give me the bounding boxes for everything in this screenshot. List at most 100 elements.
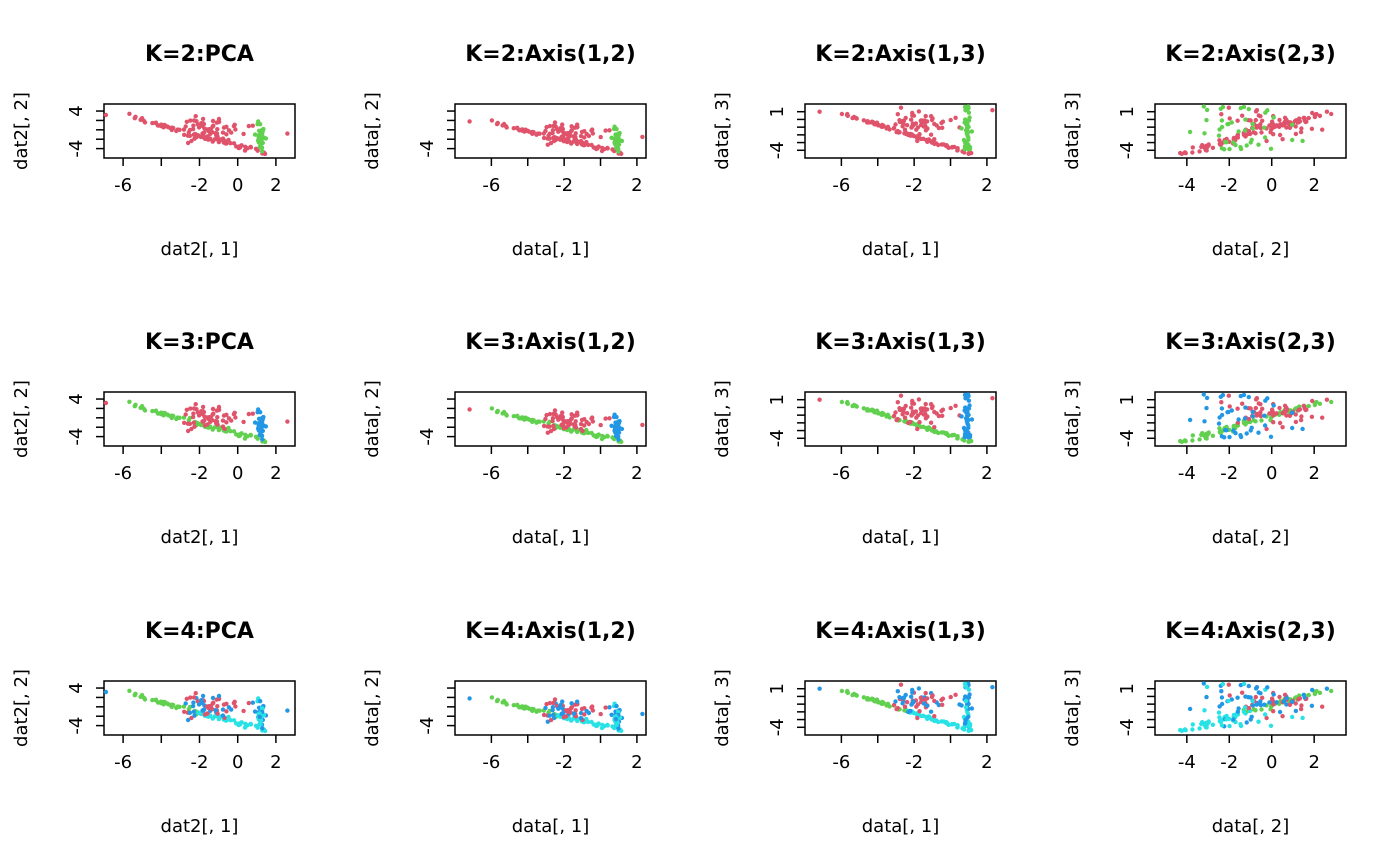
y-axis-label: data[, 3]: [1062, 92, 1083, 169]
data-point: [543, 416, 548, 422]
scatter-panel: K=3:Axis(1,2) -6 -2 2 -4 data[, 1] data[, 2]: [362, 330, 647, 548]
data-point: [940, 407, 946, 412]
data-point: [1218, 142, 1223, 147]
scatter-panel: K=4:Axis(2,3) -4 -2 0 2 -4 1 data[, 2] data[, 3]: [1062, 619, 1347, 837]
data-point: [1253, 405, 1259, 411]
data-point: [548, 140, 554, 146]
data-point: [817, 686, 822, 691]
data-point: [915, 413, 921, 418]
data-point: [257, 714, 262, 719]
data-point: [845, 688, 850, 694]
data-point: [257, 711, 262, 716]
data-point: [967, 439, 973, 444]
data-point: [925, 126, 930, 131]
data-point: [1271, 115, 1276, 120]
data-point: [930, 693, 935, 698]
data-point: [876, 411, 882, 416]
data-point: [1293, 131, 1299, 137]
data-point: [1256, 113, 1262, 118]
data-point: [550, 128, 556, 133]
data-point: [1284, 125, 1289, 130]
data-point: [210, 418, 215, 423]
data-point: [257, 137, 262, 142]
data-point: [861, 406, 866, 411]
data-point: [1269, 407, 1275, 412]
data-point: [187, 710, 193, 715]
data-point: [1253, 694, 1259, 700]
scatter-panel: K=3:PCA -6 -2 0 2 -4 4 dat2[, 1] dat2[, 2]: [11, 330, 296, 548]
data-point: [817, 397, 822, 402]
data-point: [216, 116, 222, 122]
x-tick-label: 0: [1266, 175, 1277, 196]
x-axis-label: data[, 1]: [512, 239, 589, 260]
data-point: [1320, 415, 1325, 420]
data-point: [598, 711, 603, 717]
data-point: [873, 699, 878, 704]
y-tick-label: -4: [1117, 141, 1138, 159]
data-point: [1240, 113, 1245, 118]
x-axis-label: data[, 2]: [1212, 239, 1289, 260]
x-axis-label: data[, 1]: [862, 816, 939, 837]
data-point: [966, 110, 972, 115]
x-tick-label: -2: [555, 463, 573, 484]
data-point: [1268, 146, 1274, 151]
data-point: [511, 414, 516, 419]
data-point: [902, 127, 908, 132]
data-point: [934, 718, 939, 723]
data-point: [1254, 685, 1260, 690]
data-point: [1190, 145, 1196, 150]
data-point: [930, 116, 935, 121]
data-point: [504, 125, 509, 130]
data-point: [586, 421, 592, 427]
data-point: [191, 132, 196, 137]
data-point: [1242, 128, 1248, 133]
data-point: [560, 410, 565, 415]
data-point: [1217, 715, 1222, 720]
data-point: [865, 119, 870, 124]
data-point: [252, 420, 258, 425]
data-point: [182, 132, 187, 137]
data-point: [1309, 703, 1315, 708]
data-point: [1260, 695, 1265, 700]
data-point: [191, 123, 196, 128]
data-point: [894, 129, 899, 135]
data-point: [226, 714, 231, 720]
data-point: [132, 692, 138, 697]
data-point: [963, 428, 969, 433]
data-point: [544, 701, 549, 707]
data-point: [967, 151, 973, 156]
data-point: [127, 688, 132, 693]
data-point: [193, 691, 198, 696]
data-point: [547, 700, 553, 706]
y-tick-label: 1: [767, 683, 788, 694]
x-tick-label: -2: [905, 752, 923, 773]
data-point: [1277, 420, 1283, 426]
data-point: [1293, 701, 1298, 706]
data-point: [1236, 129, 1241, 134]
data-point: [229, 707, 234, 712]
data-point: [561, 425, 567, 431]
data-point: [990, 685, 995, 690]
data-point: [1231, 140, 1236, 145]
data-point: [551, 123, 556, 129]
data-point: [1284, 406, 1290, 412]
data-point: [1298, 706, 1304, 712]
data-point: [185, 717, 191, 723]
data-point: [232, 122, 237, 128]
x-tick-label: 2: [1308, 463, 1319, 484]
x-axis-label: data[, 2]: [1212, 527, 1289, 548]
data-point: [1227, 434, 1232, 440]
data-point: [911, 410, 916, 415]
data-point: [1183, 439, 1188, 444]
data-point: [190, 414, 196, 420]
data-point: [640, 711, 645, 717]
data-point: [237, 722, 243, 727]
data-point: [1206, 430, 1211, 435]
data-point: [930, 404, 935, 409]
scatter-panel: K=2:PCA -6 -2 0 2 -4 4 dat2[, 1] dat2[, 2]: [11, 42, 296, 260]
data-point: [917, 420, 922, 425]
data-point: [285, 131, 290, 136]
data-point: [138, 117, 143, 123]
data-point: [590, 127, 595, 132]
data-point: [260, 149, 265, 154]
